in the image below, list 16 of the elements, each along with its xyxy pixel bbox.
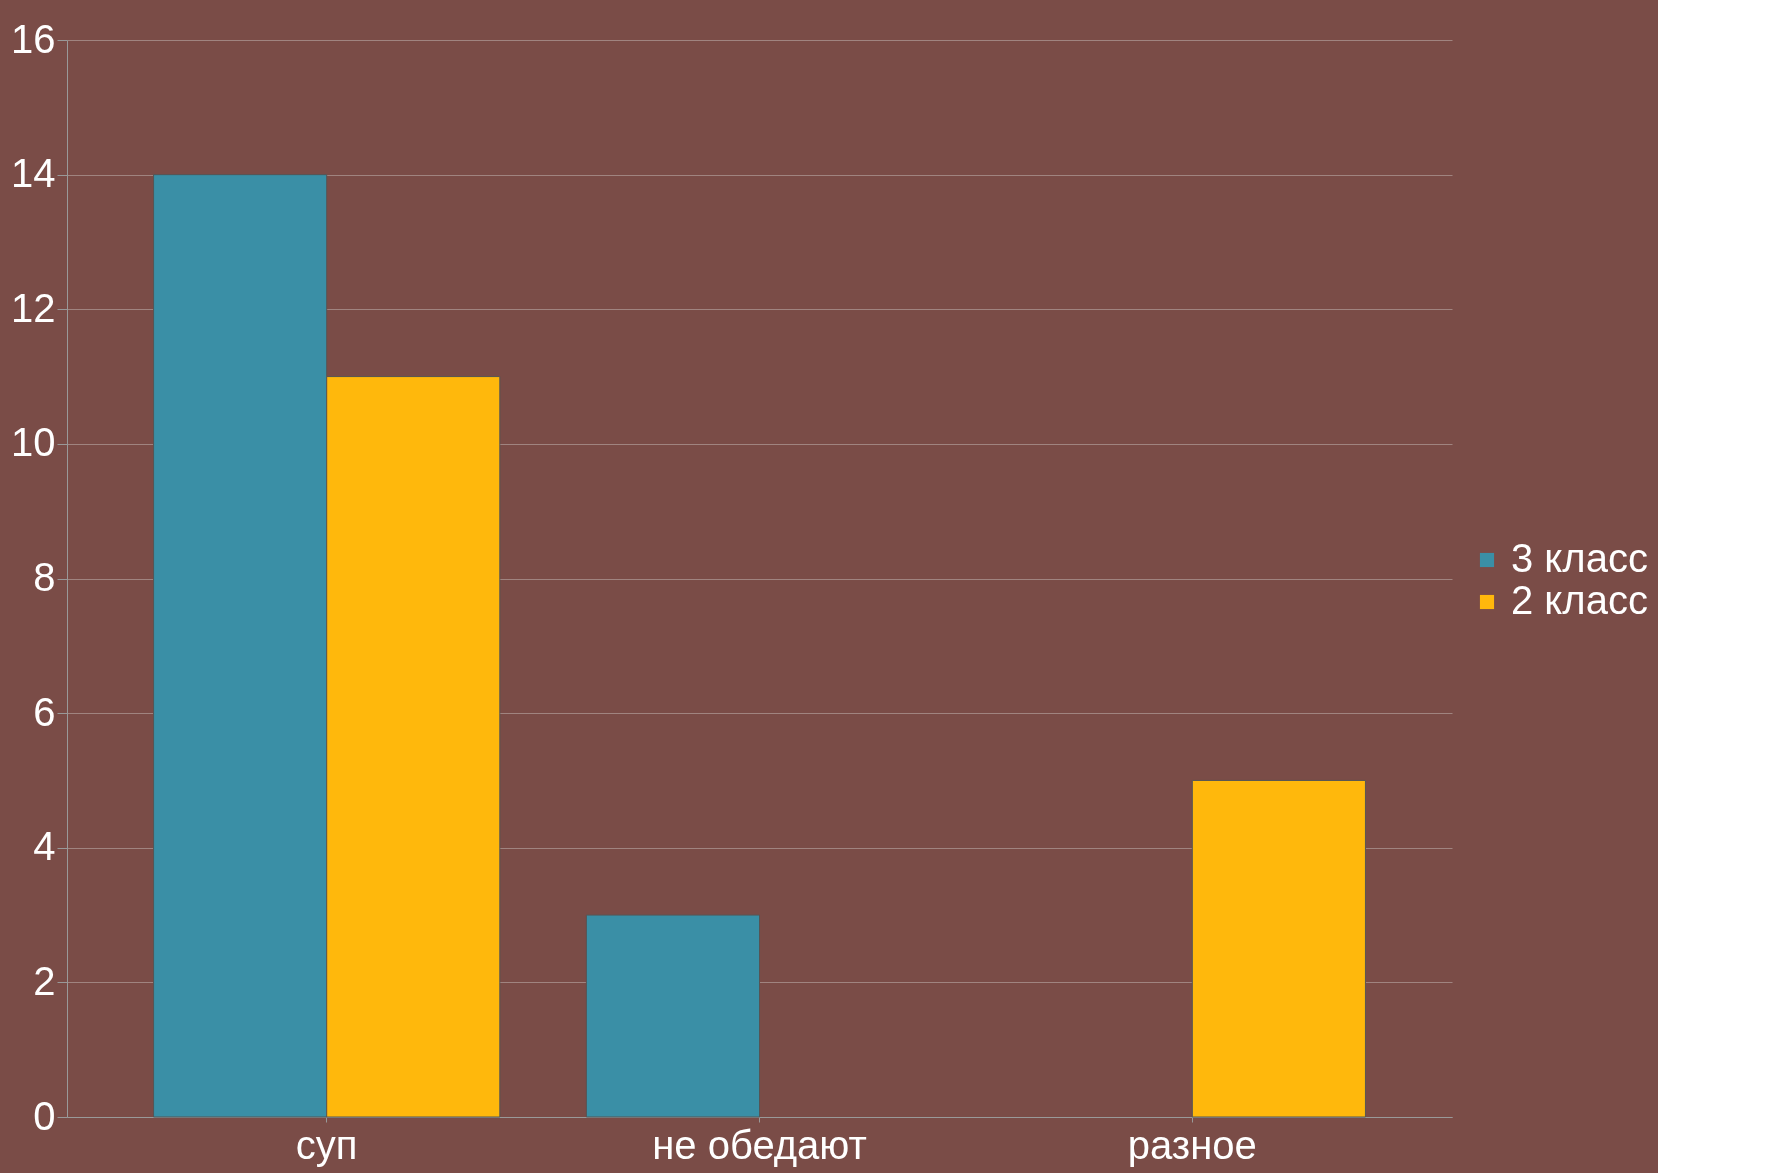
legend-label: 2 класс: [1511, 578, 1648, 622]
y-tick-label: 10: [11, 420, 56, 465]
y-tick-label: 0: [33, 1093, 56, 1138]
x-tick-label: суп: [295, 1122, 358, 1167]
y-tick-label: 8: [33, 555, 56, 599]
y-tick-label: 4: [33, 824, 56, 869]
y-tick-label: 2: [33, 958, 56, 1003]
y-tick-label: 14: [11, 151, 56, 196]
y-tick-label: 16: [11, 16, 56, 61]
x-tick-label: не обедают: [652, 1122, 867, 1167]
bar: [585, 914, 760, 1118]
y-tick-label: 12: [11, 285, 56, 330]
bar: [1191, 779, 1366, 1118]
y-tick-label: 6: [33, 689, 56, 734]
x-tick-label: разное: [1127, 1122, 1257, 1167]
legend-label: 3 класс: [1511, 536, 1648, 580]
